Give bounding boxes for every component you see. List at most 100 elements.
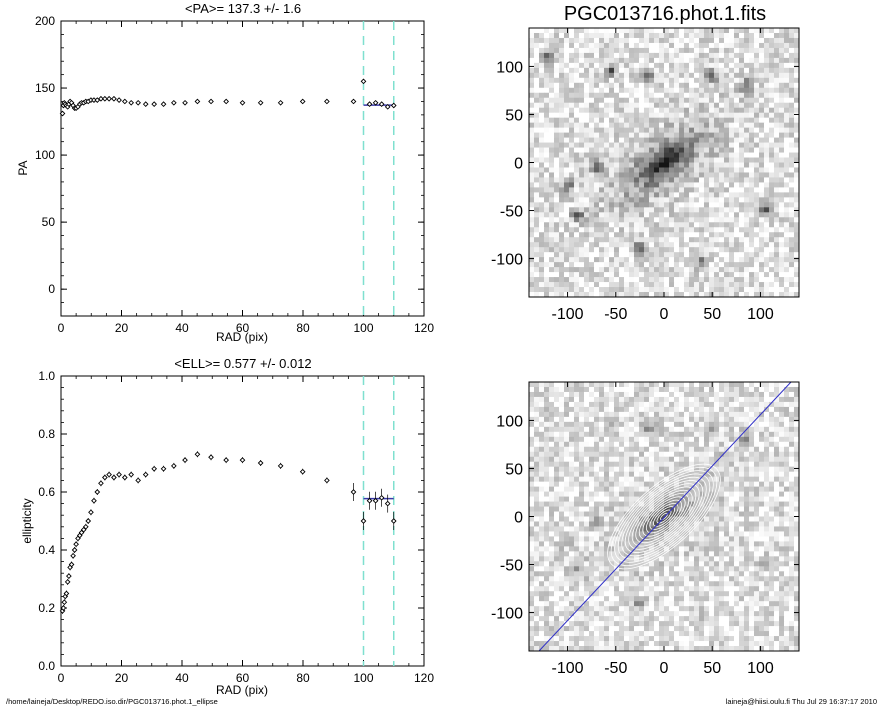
image-pixel bbox=[774, 112, 780, 119]
image-pixel bbox=[624, 117, 630, 124]
image-pixel bbox=[559, 466, 565, 473]
image-pixel bbox=[789, 476, 795, 483]
image-pixel bbox=[794, 212, 800, 218]
image-pixel bbox=[689, 401, 695, 408]
image-pixel bbox=[744, 152, 750, 158]
image-pixel bbox=[679, 207, 685, 213]
image-pixel bbox=[629, 257, 635, 263]
image-pixel bbox=[774, 247, 780, 253]
image-pixel bbox=[684, 187, 690, 193]
image-pixel bbox=[749, 431, 755, 438]
image-pixel bbox=[644, 451, 650, 458]
image-pixel bbox=[684, 491, 690, 497]
image-pixel bbox=[704, 287, 710, 293]
image-pixel bbox=[634, 217, 640, 223]
image-pixel bbox=[559, 401, 565, 408]
image-pixel bbox=[629, 431, 635, 438]
image-pixel bbox=[559, 97, 565, 104]
image-pixel bbox=[564, 77, 570, 84]
image-pixel bbox=[659, 147, 665, 153]
image-pixel bbox=[769, 386, 775, 393]
image-pixel bbox=[579, 28, 585, 34]
pa-point bbox=[106, 95, 112, 102]
image-pixel bbox=[729, 242, 735, 248]
image-pixel bbox=[754, 32, 760, 39]
image-pixel bbox=[644, 172, 650, 178]
image-pixel bbox=[714, 177, 720, 183]
image-pixel bbox=[544, 212, 550, 218]
image-pixel bbox=[584, 197, 590, 203]
image-pixel bbox=[634, 117, 640, 124]
image-pixel bbox=[554, 52, 560, 59]
image-pixel bbox=[579, 272, 585, 278]
image-pixel bbox=[779, 491, 785, 497]
image-pixel bbox=[634, 187, 640, 193]
image-pixel bbox=[694, 137, 700, 143]
image-pixel bbox=[769, 162, 775, 168]
image-pixel bbox=[694, 441, 700, 448]
image-pixel bbox=[659, 446, 665, 453]
image-pixel bbox=[549, 187, 555, 193]
image-pixel bbox=[604, 142, 610, 148]
image-pixel bbox=[749, 62, 755, 69]
image-pixel bbox=[609, 72, 615, 79]
image-pixel bbox=[644, 242, 650, 248]
image-pixel bbox=[549, 476, 555, 483]
image-pixel bbox=[639, 461, 645, 468]
image-pixel bbox=[604, 67, 610, 74]
image-pixel bbox=[674, 167, 680, 173]
image-pixel bbox=[774, 491, 780, 497]
image-pixel bbox=[564, 292, 570, 298]
image-pixel bbox=[679, 511, 685, 517]
image-pixel bbox=[719, 47, 725, 54]
image-pixel bbox=[529, 187, 535, 193]
image-pixel bbox=[629, 476, 635, 483]
image-pixel bbox=[669, 182, 675, 188]
image-pixel bbox=[784, 32, 790, 39]
image-pixel bbox=[614, 117, 620, 124]
image-pixel bbox=[669, 416, 675, 423]
image-pixel bbox=[779, 147, 785, 153]
image-pixel bbox=[564, 511, 570, 517]
image-pixel bbox=[574, 391, 580, 398]
image-pixel bbox=[554, 496, 560, 502]
image-pixel bbox=[654, 491, 660, 497]
image-pixel bbox=[594, 197, 600, 203]
image-pixel bbox=[639, 252, 645, 258]
image-pixel bbox=[689, 117, 695, 124]
image-pixel bbox=[684, 92, 690, 99]
image-pixel bbox=[669, 456, 675, 463]
image-pixel bbox=[549, 162, 555, 168]
image-pixel bbox=[614, 486, 620, 492]
image-pixel bbox=[679, 232, 685, 238]
image-pixel bbox=[699, 431, 705, 438]
image-pixel bbox=[589, 426, 595, 433]
image-pixel bbox=[589, 267, 595, 273]
image-pixel bbox=[604, 87, 610, 94]
image-pixel bbox=[719, 511, 725, 517]
image-pixel bbox=[569, 97, 575, 104]
image-pixel bbox=[784, 391, 790, 398]
image-pixel bbox=[584, 72, 590, 79]
image-pixel bbox=[629, 456, 635, 463]
image-pixel bbox=[569, 87, 575, 94]
image-pixel bbox=[569, 262, 575, 268]
image-pixel bbox=[734, 147, 740, 153]
image-pixel bbox=[674, 147, 680, 153]
image-pixel bbox=[789, 267, 795, 273]
image-pixel bbox=[594, 391, 600, 398]
image-pixel bbox=[729, 471, 735, 478]
image-pixel bbox=[659, 282, 665, 288]
image-pixel bbox=[674, 197, 680, 203]
image-pixel bbox=[584, 142, 590, 148]
image-pixel bbox=[764, 187, 770, 193]
image-pixel bbox=[714, 252, 720, 258]
image-pixel bbox=[624, 197, 630, 203]
image-pixel bbox=[694, 127, 700, 134]
image-pixel bbox=[739, 267, 745, 273]
image-pixel bbox=[669, 466, 675, 473]
image-pixel bbox=[609, 441, 615, 448]
image-pixel bbox=[584, 262, 590, 268]
image-pixel bbox=[659, 28, 665, 34]
image-pixel bbox=[584, 476, 590, 483]
